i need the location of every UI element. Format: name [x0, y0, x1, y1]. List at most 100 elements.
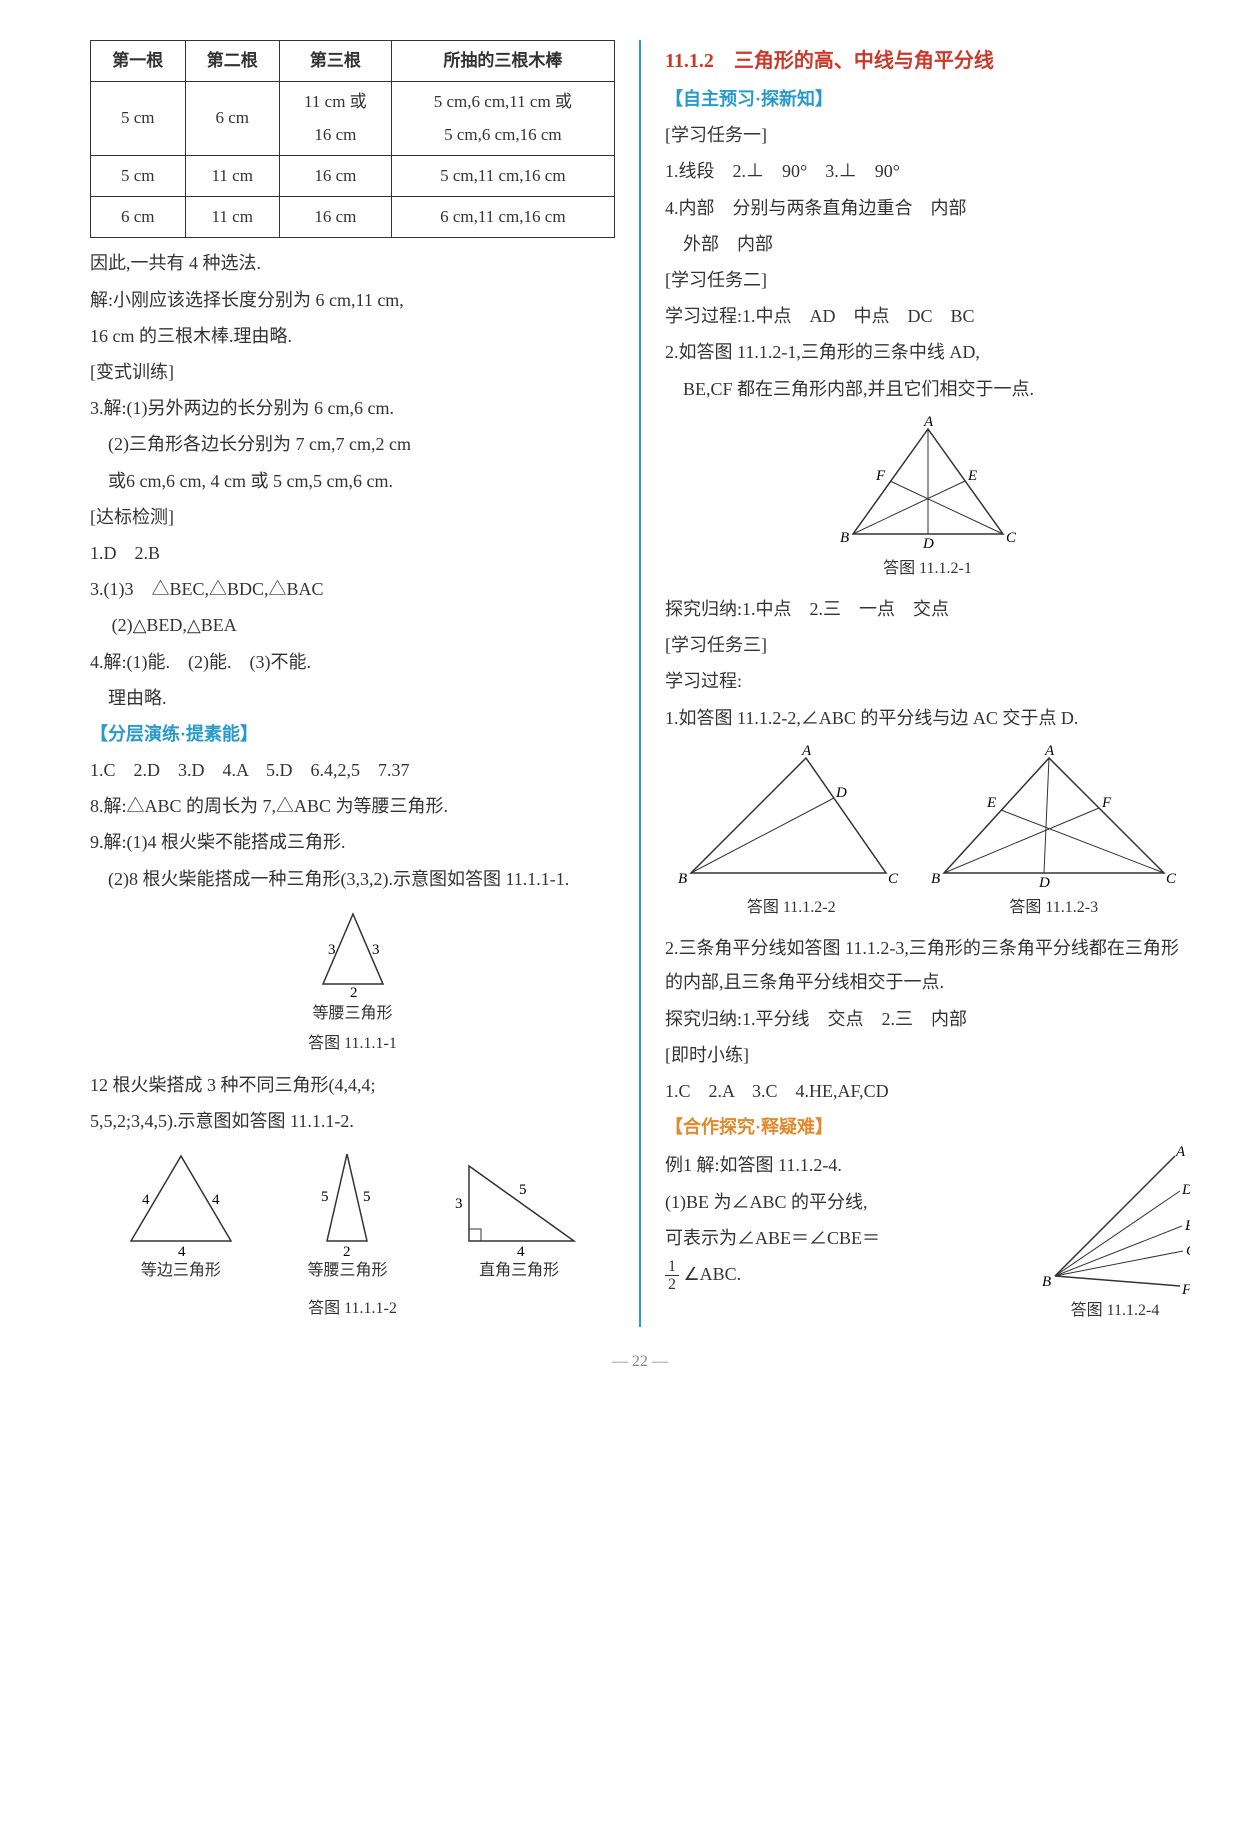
- svg-text:A: A: [1175, 1146, 1186, 1160]
- table-row: 5 cm 11 cm 16 cm 5 cm,11 cm,16 cm: [91, 155, 615, 196]
- triangle-equilateral: 4 4 4 等边三角形: [116, 1146, 246, 1286]
- subhead-bianshi: [变式训练]: [90, 355, 615, 389]
- svg-text:F: F: [1181, 1282, 1190, 1296]
- svg-text:5: 5: [321, 1189, 329, 1205]
- fraction-half: 12: [665, 1258, 679, 1294]
- example-block: 例1 解:如答图 11.1.2-4. (1)BE 为∠ABC 的平分线, 可表示…: [665, 1146, 1190, 1326]
- text-line: 1.D 2.B: [90, 536, 615, 570]
- triangle-332-icon: 3 3 2: [298, 904, 408, 999]
- triangle-isosceles: 5 5 2 等腰三角形: [297, 1146, 397, 1286]
- svg-text:B: B: [840, 530, 849, 546]
- text-line: 1.C 2.D 3.D 4.A 5.D 6.4,2,5 7.37: [90, 753, 615, 787]
- medians-triangle-icon: A B C D E F: [828, 414, 1028, 554]
- text-line: 5,5,2;3,4,5).示意图如答图 11.1.1-2.: [90, 1104, 615, 1138]
- subhead-jishi: [即时小练]: [665, 1038, 1190, 1072]
- section-fenceng: 【分层演练·提素能】: [90, 717, 615, 751]
- svg-text:D: D: [1181, 1182, 1190, 1198]
- text-line: 16 cm 的三根木棒.理由略.: [90, 319, 615, 353]
- svg-text:D: D: [1038, 875, 1050, 891]
- svg-text:A: A: [801, 743, 812, 759]
- triangle-row: 4 4 4 等边三角形 5 5 2 等腰三角形 3: [90, 1146, 615, 1286]
- svg-text:2: 2: [350, 985, 358, 999]
- svg-text:C: C: [1186, 1243, 1190, 1259]
- text-line: 可表示为∠ABE＝∠CBE＝: [665, 1221, 1030, 1255]
- svg-text:3: 3: [455, 1196, 463, 1212]
- text-line: 学习过程:: [665, 664, 1190, 698]
- tri-label: 等腰三角形: [297, 1256, 397, 1286]
- text-line: 例1 解:如答图 11.1.2-4.: [665, 1148, 1030, 1182]
- svg-text:A: A: [1044, 743, 1055, 759]
- svg-text:F: F: [875, 468, 886, 484]
- svg-text:C: C: [1006, 530, 1017, 546]
- text-line: 8.解:△ABC 的周长为 7,△ABC 为等腰三角形.: [90, 789, 615, 823]
- bisector-triangle-icon: A B C D: [676, 743, 906, 893]
- page-number-value: 22: [632, 1353, 648, 1370]
- svg-text:E: E: [967, 468, 977, 484]
- text-line: 探究归纳:1.平分线 交点 2.三 内部: [665, 1002, 1190, 1036]
- svg-text:D: D: [922, 536, 934, 552]
- figure-11-1-2-1: A B C D E F 答图 11.1.2-1: [665, 414, 1190, 584]
- triangle-444-icon: 4 4 4: [116, 1146, 246, 1256]
- svg-text:F: F: [1101, 795, 1112, 811]
- fig-caption: 答图 11.1.2-4: [1040, 1296, 1190, 1326]
- text-line: 3.解:(1)另外两边的长分别为 6 cm,6 cm.: [90, 391, 615, 425]
- svg-text:4: 4: [212, 1192, 220, 1208]
- text-line: 1.C 2.A 3.C 4.HE,AF,CD: [665, 1074, 1190, 1108]
- text-line: 解:小刚应该选择长度分别为 6 cm,11 cm,: [90, 283, 615, 317]
- text-line: 2.如答图 11.1.2-1,三角形的三条中线 AD,: [665, 335, 1190, 369]
- svg-text:C: C: [888, 871, 899, 887]
- svg-text:B: B: [931, 871, 940, 887]
- page-number: — 22 —: [90, 1347, 1190, 1377]
- column-divider: [639, 40, 641, 1327]
- text-line: 外部 内部: [665, 227, 1190, 261]
- text-line: 4.内部 分别与两条直角边重合 内部: [665, 191, 1190, 225]
- angle-bisector-fan-icon: B A D E C F: [1040, 1146, 1190, 1296]
- svg-text:E: E: [1184, 1218, 1190, 1234]
- svg-text:3: 3: [372, 942, 380, 958]
- text-line: 学习过程:1.中点 AD 中点 DC BC: [665, 299, 1190, 333]
- subhead-task3: [学习任务三]: [665, 628, 1190, 662]
- svg-text:3: 3: [328, 942, 336, 958]
- text-line: (2)8 根火柴能搭成一种三角形(3,3,2).示意图如答图 11.1.1-1.: [90, 862, 615, 896]
- figure-11-1-1-1: 3 3 2 等腰三角形 答图 11.1.1-1: [90, 904, 615, 1060]
- text-suffix: ∠ABC.: [684, 1264, 742, 1284]
- right-column: 11.1.2 三角形的高、中线与角平分线 【自主预习·探新知】 [学习任务一] …: [665, 40, 1190, 1327]
- fig-caption: 答图 11.1.2-1: [665, 554, 1190, 584]
- text-line: 因此,一共有 4 种选法.: [90, 246, 615, 280]
- table-row: 5 cm 6 cm 11 cm 或 16 cm 5 cm,6 cm,11 cm …: [91, 82, 615, 156]
- text-line: 12 ∠ABC.: [665, 1257, 1030, 1294]
- text-line: 2.三条角平分线如答图 11.1.2-3,三角形的三条角平分线都在三角形的内部,…: [665, 931, 1190, 999]
- th-1: 第一根: [91, 41, 186, 82]
- text-line: (2)△BED,△BEA: [90, 608, 615, 642]
- tri-label: 直角三角形: [449, 1256, 589, 1286]
- fig-caption: 答图 11.1.2-2: [676, 893, 906, 923]
- triangle-345-icon: 3 5 4: [449, 1146, 589, 1256]
- th-4: 所抽的三根木棒: [391, 41, 614, 82]
- text-line: 或6 cm,6 cm, 4 cm 或 5 cm,5 cm,6 cm.: [90, 464, 615, 498]
- left-column: 第一根 第二根 第三根 所抽的三根木棒 5 cm 6 cm 11 cm 或 16…: [90, 40, 615, 1327]
- table-row: 第一根 第二根 第三根 所抽的三根木棒: [91, 41, 615, 82]
- three-bisectors-icon: A B C D E F: [929, 743, 1179, 893]
- text-line: 1.如答图 11.1.2-2,∠ABC 的平分线与边 AC 交于点 D.: [665, 701, 1190, 735]
- text-line: 1.线段 2.⊥ 90° 3.⊥ 90°: [665, 154, 1190, 188]
- text-line: BE,CF 都在三角形内部,并且它们相交于一点.: [665, 372, 1190, 406]
- figure-11-1-2-4: B A D E C F 答图 11.1.2-4: [1040, 1146, 1190, 1326]
- th-2: 第二根: [185, 41, 280, 82]
- text-line: 探究归纳:1.中点 2.三 一点 交点: [665, 592, 1190, 626]
- text-line: 理由略.: [90, 681, 615, 715]
- section-zizhu: 【自主预习·探新知】: [665, 82, 1190, 116]
- svg-text:4: 4: [178, 1244, 186, 1256]
- figure-11-1-2-3: A B C D E F 答图 11.1.2-3: [929, 743, 1179, 923]
- text-line: (2)三角形各边长分别为 7 cm,7 cm,2 cm: [90, 427, 615, 461]
- svg-text:5: 5: [519, 1182, 527, 1198]
- text-line: 9.解:(1)4 根火柴不能搭成三角形.: [90, 825, 615, 859]
- figure-11-1-2-2: A B C D 答图 11.1.2-2: [676, 743, 906, 923]
- text-line: 4.解:(1)能. (2)能. (3)不能.: [90, 645, 615, 679]
- text-line: (1)BE 为∠ABC 的平分线,: [665, 1185, 1030, 1219]
- svg-text:A: A: [923, 414, 934, 430]
- section-title: 11.1.2 三角形的高、中线与角平分线: [665, 42, 1190, 80]
- svg-text:4: 4: [517, 1244, 525, 1256]
- table-row: 6 cm 11 cm 16 cm 6 cm,11 cm,16 cm: [91, 197, 615, 238]
- svg-text:B: B: [1042, 1274, 1051, 1290]
- svg-text:B: B: [678, 871, 687, 887]
